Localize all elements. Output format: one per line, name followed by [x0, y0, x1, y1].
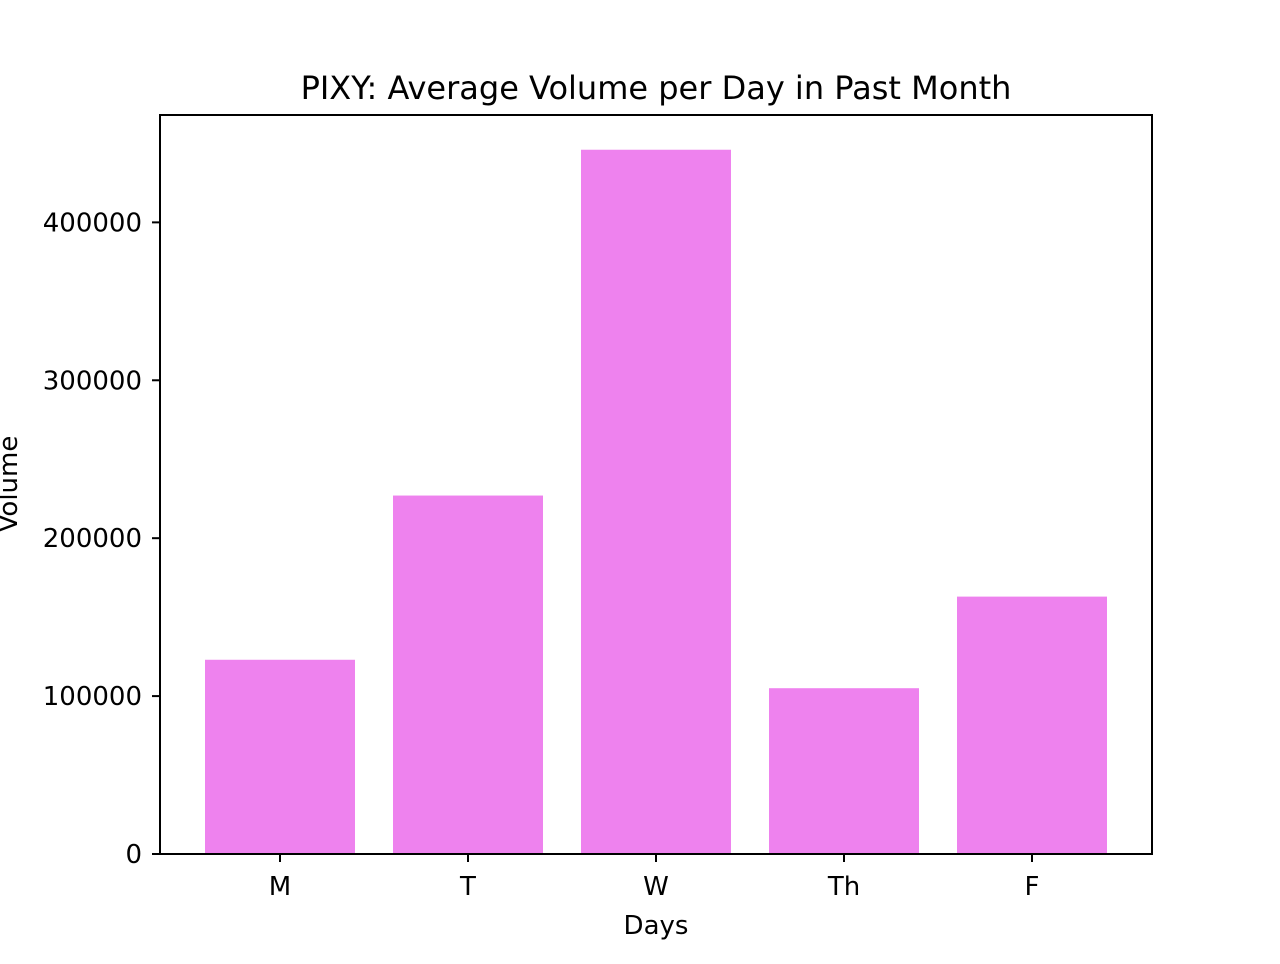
- bar-th: [769, 688, 919, 854]
- bar-f: [957, 596, 1107, 854]
- y-tick-label: 0: [125, 840, 142, 870]
- y-tick-label: 400000: [43, 208, 142, 238]
- x-tick-label: M: [269, 872, 291, 902]
- y-tick-label: 200000: [43, 524, 142, 554]
- x-tick-label: Th: [827, 872, 860, 902]
- x-axis-ticks: M T W Th F: [269, 854, 1040, 902]
- chart-title: PIXY: Average Volume per Day in Past Mon…: [301, 69, 1012, 107]
- x-axis-label: Days: [624, 911, 689, 941]
- y-axis-ticks: 0 100000 200000 300000 400000: [43, 208, 160, 870]
- y-tick-label: 300000: [43, 366, 142, 396]
- y-axis-label: Volume: [0, 436, 24, 533]
- x-tick-label: F: [1025, 872, 1040, 902]
- x-tick-label: T: [459, 872, 476, 902]
- bar-t: [393, 495, 543, 854]
- bars-layer: [205, 149, 1107, 854]
- bar-w: [581, 149, 731, 854]
- bar-m: [205, 659, 355, 854]
- x-tick-label: W: [643, 872, 669, 902]
- y-tick-label: 100000: [43, 682, 142, 712]
